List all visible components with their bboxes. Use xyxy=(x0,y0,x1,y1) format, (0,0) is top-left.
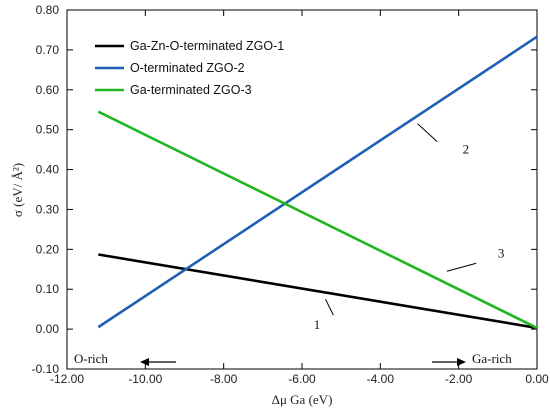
series-line-1 xyxy=(98,253,538,330)
series-group xyxy=(97,35,538,330)
region-labels: O-rich Ga-rich xyxy=(74,351,512,366)
annotation-leader xyxy=(446,262,477,272)
series-line-3 xyxy=(97,110,538,330)
arrow-left-head xyxy=(140,358,149,366)
x-tick-label: -8.00 xyxy=(210,372,238,386)
x-tick-label: -4.00 xyxy=(367,372,395,386)
x-tick-label: -10.00 xyxy=(128,372,162,386)
x-tick-label: -12.00 xyxy=(50,372,84,386)
y-tick-label: 0.70 xyxy=(36,43,60,57)
legend-entry: O-terminated ZGO-2 xyxy=(130,61,245,75)
y-tick-label: 0.50 xyxy=(36,123,60,137)
y-tick-label: 0.10 xyxy=(36,282,60,296)
y-axis-title: σ (eV/ Å²) xyxy=(10,163,25,217)
y-tick-label: -0.10 xyxy=(32,362,60,376)
annotation-leader xyxy=(417,123,438,143)
legend: Ga-Zn-O-terminated ZGO-1 O-terminated ZGO… xyxy=(95,39,284,97)
y-tick-label: 0.40 xyxy=(36,163,60,177)
arrow-right-head xyxy=(457,358,466,366)
y-tick-label: 0.20 xyxy=(36,242,60,256)
y-tick-label: 0.30 xyxy=(36,202,60,216)
y-tick-label: 0.00 xyxy=(36,322,60,336)
annotations: 1 2 3 xyxy=(314,123,505,332)
x-axis-title: Δμ Ga (eV) xyxy=(272,392,333,407)
annotation-label: 1 xyxy=(314,317,321,332)
y-tick-label: 0.80 xyxy=(36,3,60,17)
legend-entry: Ga-terminated ZGO-3 xyxy=(130,83,252,97)
x-tick-label: -6.00 xyxy=(288,372,316,386)
annotation-leader xyxy=(325,298,334,316)
region-label-right: Ga-rich xyxy=(472,351,512,366)
annotation-label: 3 xyxy=(498,245,505,260)
annotation-label: 2 xyxy=(463,142,470,157)
y-tick-label: 0.60 xyxy=(36,83,60,97)
region-label-left: O-rich xyxy=(74,351,108,366)
x-tick-label: -2.00 xyxy=(445,372,473,386)
series-line-2 xyxy=(97,35,538,329)
axis-ticks: -12.00 -10.00 -8.00 -6.00 -4.00 -2.00 0.00 -0.1… xyxy=(32,3,549,386)
legend-entry: Ga-Zn-O-terminated ZGO-1 xyxy=(130,39,284,53)
x-tick-label: 0.00 xyxy=(525,372,549,386)
